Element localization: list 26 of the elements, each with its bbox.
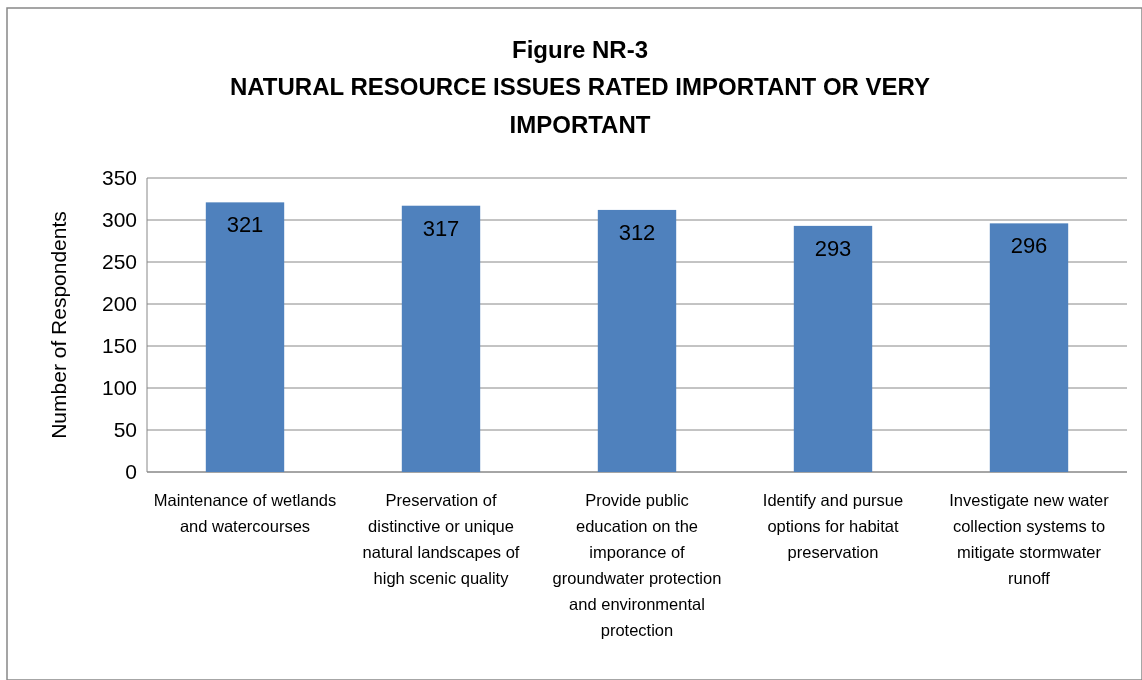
x-tick-label: Identify and pursue options for habitat preservation [762,491,904,561]
y-tick-label: 50 [113,418,137,442]
chart-title: Figure NR-3 [511,36,649,63]
y-tick-label: 150 [101,334,137,358]
x-tick-label: Provide public education on the imporance of groundwater protection and environmental protection [552,491,722,639]
data-label: 321 [226,212,264,238]
data-label: 312 [618,219,656,245]
data-label: 317 [422,215,460,241]
bar [793,225,873,472]
y-tick-label: 200 [101,292,137,316]
data-label: 296 [1010,233,1048,259]
y-tick-label: 300 [101,208,137,232]
x-tick-label: Preservation of distinctive or unique natural landscapes of high scenic quality [362,491,520,587]
y-tick-label: 0 [125,460,137,484]
x-tick-label: Investigate new water collection systems to mitigate stormwater runoff [949,491,1110,587]
bar [401,205,481,472]
chart-subtitle: NATURAL RESOURCE ISSUES RATED IMPORTANT OR VERY IMPORTANT [229,73,931,138]
y-tick-label: 350 [101,166,137,190]
y-tick-label: 100 [101,376,137,400]
bar [597,209,677,472]
y-axis-title: Number of Respondents [47,211,70,439]
y-tick-label: 250 [101,250,137,274]
bar [205,202,285,472]
x-tick-label: Maintenance of wetlands and watercourses [153,491,337,535]
bar [989,223,1069,472]
data-label: 293 [814,235,852,261]
